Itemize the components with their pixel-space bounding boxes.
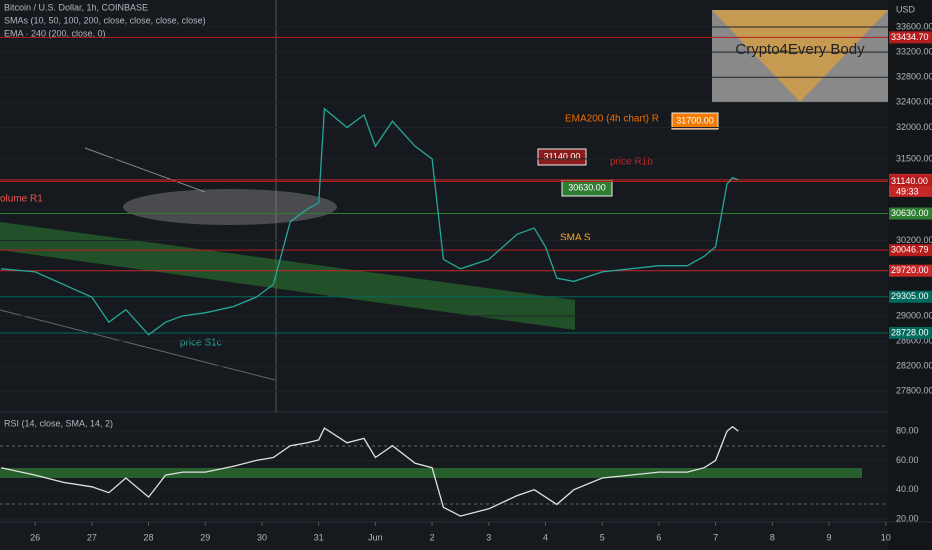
level-tag — [889, 290, 932, 303]
series-line — [0, 425, 739, 517]
level-label: 30630.00 — [891, 208, 929, 218]
y-tick-label: 28200.00 — [896, 361, 932, 371]
x-tick-label: 31 — [314, 532, 324, 542]
level-tag — [889, 207, 932, 220]
level-label: 33434.70 — [891, 32, 929, 42]
y-tick-label: 80.00 — [896, 425, 919, 435]
callout: 31140.00 — [544, 151, 581, 161]
y-tick-label: 32400.00 — [896, 97, 932, 107]
y-tick-label: 33200.00 — [896, 47, 932, 57]
channel-zone — [0, 222, 575, 330]
y-tick-label: 28600.00 — [896, 335, 932, 345]
level-label: 31140.00 — [891, 176, 928, 186]
level-tag — [889, 264, 932, 277]
x-tick-label: 8 — [770, 532, 775, 542]
annotation: price R1b — [610, 157, 653, 168]
y-tick-label: 32800.00 — [896, 72, 932, 82]
x-tick-label: 28 — [144, 532, 154, 542]
chart-title: Bitcoin / U.S. Dollar, 1h, COINBASE — [4, 2, 148, 12]
annotation: EMA200 (4h chart) R — [565, 114, 659, 125]
x-tick-label: 7 — [713, 532, 718, 542]
zone-ellipse — [123, 189, 337, 225]
x-tick-label: 4 — [543, 532, 548, 542]
y-tick-label: 40.00 — [896, 484, 919, 494]
y-tick-label: 33600.00 — [896, 21, 932, 31]
x-tick-label: 5 — [600, 532, 605, 542]
level-label: 29305.00 — [891, 291, 929, 301]
x-tick-label: 27 — [87, 532, 97, 542]
level-tag — [889, 244, 932, 257]
x-tick-label: 6 — [656, 532, 661, 542]
level-tag — [889, 326, 932, 339]
callout: 30630.00 — [568, 182, 606, 192]
trend-line — [0, 309, 276, 381]
y-tick-label: 29000.00 — [896, 310, 932, 320]
y-tick-label: 30200.00 — [896, 235, 932, 245]
watermark: Crypto4Every Body — [735, 41, 865, 58]
callout: 31700.00 — [676, 115, 714, 125]
currency: USD — [896, 4, 916, 14]
x-tick-label: 9 — [827, 532, 832, 542]
annotation: SMA S — [560, 233, 591, 244]
countdown-tag — [889, 185, 932, 197]
rsi-band — [0, 468, 862, 478]
level-label: 30046.79 — [891, 245, 929, 255]
level-tag — [889, 175, 932, 188]
y-tick-label: 31500.00 — [896, 153, 932, 163]
level-label: 29720.00 — [891, 265, 929, 275]
level-label: 28728.00 — [891, 327, 929, 337]
x-tick-label: 3 — [486, 532, 491, 542]
annotation: price S1c — [180, 338, 222, 349]
countdown: 49:33 — [896, 186, 919, 196]
indicator: EMA · 240 (200, close, 0) — [4, 28, 106, 38]
annotation: olume R1 — [0, 194, 43, 205]
watermark-shape — [712, 10, 888, 102]
x-tick-label: 10 — [881, 532, 891, 542]
x-tick-label: 29 — [200, 532, 210, 542]
y-tick-label: 27800.00 — [896, 386, 932, 396]
callout-box — [537, 148, 587, 166]
x-tick-label: 2 — [430, 532, 435, 542]
level-tag — [889, 31, 932, 44]
indicator: SMAs (10, 50, 100, 200, close, close, cl… — [4, 15, 206, 25]
x-tick-label: Jun — [368, 532, 383, 542]
y-tick-label: 32000.00 — [896, 122, 932, 132]
rsi-title: RSI (14, close, SMA, 14, 2) — [4, 418, 113, 428]
x-tick-label: 30 — [257, 532, 267, 542]
x-tick-label: 26 — [30, 532, 40, 542]
callout-box — [671, 112, 719, 130]
arrow-line — [84, 147, 206, 193]
series-line — [1, 107, 739, 336]
y-tick-label: 20.00 — [896, 513, 919, 523]
y-tick-label: 60.00 — [896, 455, 919, 465]
